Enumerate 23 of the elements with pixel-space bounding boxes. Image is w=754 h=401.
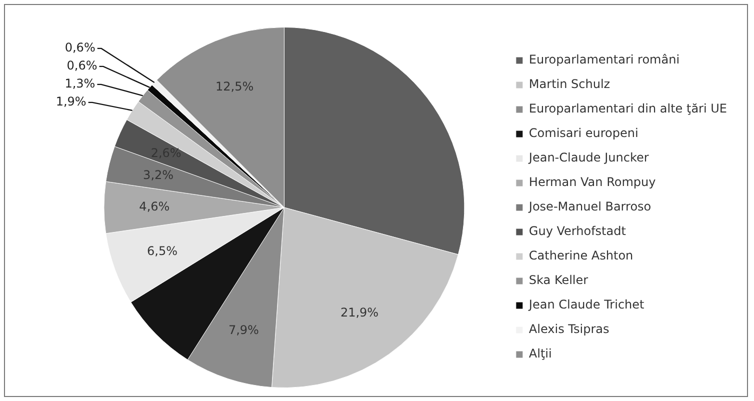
legend-label: Europarlamentari din alte ţări UE bbox=[528, 102, 727, 116]
data-label: 7,9% bbox=[228, 322, 259, 337]
legend-label: Herman Van Rompuy bbox=[528, 175, 656, 190]
data-label: 6,5% bbox=[146, 244, 178, 258]
data-label: 0,6% bbox=[66, 58, 98, 73]
legend-label: Alexis Tsipras bbox=[528, 322, 610, 336]
legend-label: Martin Schulz bbox=[528, 77, 610, 92]
data-label: 3,2% bbox=[143, 168, 174, 182]
legend-label: Europarlamentari români bbox=[528, 52, 680, 67]
data-label: 4,6% bbox=[139, 200, 170, 214]
data-label: 21,9% bbox=[340, 305, 379, 320]
legend-label: Alţii bbox=[528, 346, 552, 361]
legend-label: Jose-Manuel Barroso bbox=[528, 200, 652, 214]
legend-label: Jean Claude Trichet bbox=[528, 298, 645, 312]
data-label: 1,3% bbox=[64, 76, 96, 91]
data-label: 0,6% bbox=[64, 40, 96, 55]
legend-label: Ska Keller bbox=[528, 273, 588, 288]
legend-label: Catherine Ashton bbox=[528, 248, 634, 263]
data-label: 1,9% bbox=[56, 94, 86, 109]
legend-label: Jean-Claude Juncker bbox=[528, 150, 649, 165]
legend-label: Guy Verhofstadt bbox=[528, 224, 626, 238]
data-label: 12,5% bbox=[215, 80, 254, 94]
legend-label: Comisari europeni bbox=[528, 126, 638, 140]
